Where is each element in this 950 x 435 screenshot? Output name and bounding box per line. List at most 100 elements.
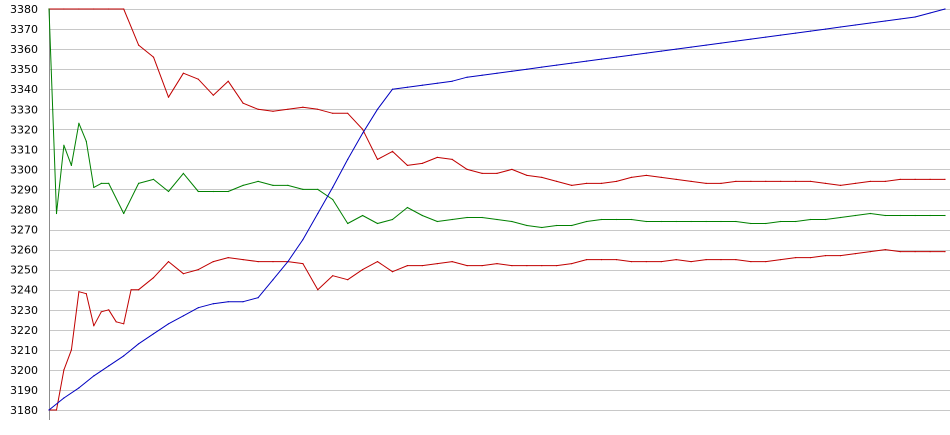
series-3-point-38 [615,56,618,58]
series-0-point-26 [436,156,438,158]
series-1-point-37 [526,224,528,227]
series-3-point-59 [929,12,931,14]
series-0-point-5 [123,8,125,10]
series-1-point-14 [182,172,184,174]
series-1-point-65 [944,214,946,217]
series-3-point-43 [690,46,692,48]
series-1-point-46 [660,220,662,223]
series-0-point-10 [197,78,199,80]
series-2-point-4 [78,291,80,293]
y-tick-label-3300: 3300 [10,163,38,176]
series-0-point-45 [720,182,722,184]
series-1-point-29 [406,206,408,209]
series-0-point-22 [376,158,379,160]
series-2-point-65 [929,251,931,253]
series-1-point-53 [765,222,767,225]
series-0-point-37 [600,182,603,184]
series-2-point-23 [302,263,304,265]
series-2-point-59 [839,255,842,257]
series-3-point-6 [138,343,140,345]
series-0-point-30 [496,172,498,174]
series-2-point-30 [406,265,408,267]
series-1-point-8 [100,182,102,184]
series-2-point-42 [586,259,588,261]
series-2-point-1 [55,409,58,411]
series-3-point-21 [362,132,364,134]
series-0-point-3 [93,8,95,10]
series-3-point-48 [765,36,767,38]
series-0-point-47 [750,180,752,182]
y-tick-label-3240: 3240 [10,284,38,297]
series-0-point-15 [272,110,274,112]
series-3-point-36 [586,60,588,62]
series-0-point-34 [556,180,558,182]
series-0-point-16 [287,108,289,110]
series-1-point-20 [272,184,274,186]
series-1-point-60 [869,212,871,215]
series-0-point-2 [78,8,80,10]
series-3-point-14 [257,297,259,299]
series-2-point-20 [257,261,259,263]
series-2-point-64 [914,251,916,253]
series-3-point-17 [302,239,304,241]
series-2-point-37 [511,265,513,267]
series-0-point-35 [571,184,573,186]
series-3-point-58 [914,16,916,18]
series-1-point-28 [391,218,394,221]
series-1-point-26 [362,214,364,217]
series-3-point-41 [660,50,662,52]
series-2-point-48 [675,259,677,261]
series-2-point-46 [645,261,647,263]
series-2-point-10 [123,323,125,325]
series-1-point-55 [795,220,797,223]
series-0-point-33 [541,176,543,178]
series-0 [48,8,946,186]
series-3-point-44 [705,44,707,46]
series-1-point-49 [705,220,707,223]
series-0-point-21 [362,128,364,130]
series-3-point-16 [287,261,289,263]
series-2-point-5 [85,293,87,295]
series-3-point-39 [630,54,633,56]
series-1-point-56 [810,218,812,221]
series-1-point-25 [347,222,349,225]
series-3-point-31 [511,70,513,72]
series-2-point-28 [376,261,379,263]
series-1-point-24 [332,198,334,201]
series-1-point-11 [138,182,140,184]
series-lines [48,8,946,411]
series-line-0 [49,8,945,186]
series-0-point-48 [765,180,767,182]
series-3-point-57 [899,18,901,20]
series-1-point-51 [735,220,737,223]
series-2-point-47 [660,261,662,263]
series-3-point-45 [720,42,722,44]
series-1-point-47 [675,220,677,223]
series-3-point-47 [750,38,752,40]
series-3-point-5 [123,355,125,357]
series-0-point-52 [824,182,827,184]
series-1-point-33 [466,216,468,219]
series-3-point-22 [376,108,379,110]
series-0-point-41 [660,176,662,178]
series-0-point-28 [466,168,468,170]
series-1-point-64 [929,214,931,217]
series-2 [48,249,946,411]
series-2-point-33 [451,261,453,263]
series-2-point-41 [571,263,573,265]
series-2-point-15 [182,273,184,275]
series-0-point-8 [167,96,170,98]
series-1-point-3 [63,144,65,146]
series-0-point-20 [347,112,349,114]
series-3-point-26 [436,82,438,84]
series-1 [48,8,946,229]
series-0-point-9 [182,72,184,74]
series-0-point-12 [227,80,229,82]
series-3-point-20 [347,158,349,160]
series-0-point-36 [586,182,588,184]
series-2-point-53 [750,261,752,263]
series-3-point-1 [63,397,65,399]
series-1-point-17 [227,190,229,193]
series-0-point-13 [242,102,244,104]
series-2-point-34 [466,265,468,267]
